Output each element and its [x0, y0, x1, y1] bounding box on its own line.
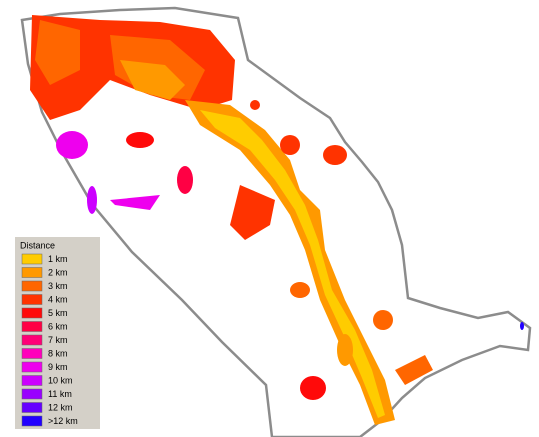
legend-label: 6 km: [48, 321, 68, 331]
legend-swatch: [21, 348, 43, 359]
legend-title: Distance: [20, 240, 55, 250]
legend-label: 10 km: [48, 375, 73, 385]
legend-swatch: [21, 361, 43, 373]
legend-label: 7 km: [48, 335, 68, 345]
legend-swatch: [21, 253, 43, 265]
legend-label: 3 km: [48, 281, 68, 291]
legend-swatch: [21, 415, 43, 427]
legend-label: 4 km: [48, 294, 68, 304]
legend: Distance 1 km 2 km 3 km 4 km 5 km 6 km 7 km 8 k…: [15, 237, 100, 429]
legend-label: 12 km: [48, 402, 73, 412]
legend-swatch: [21, 375, 43, 386]
legend-box: [15, 237, 100, 429]
legend-label: 2 km: [48, 267, 68, 277]
legend-swatch: [21, 267, 43, 278]
legend-swatch: [21, 307, 43, 319]
legend-swatch: [21, 334, 43, 346]
legend-label: 8 km: [48, 348, 68, 358]
legend-label: 5 km: [48, 308, 68, 318]
legend-swatch: [21, 321, 43, 332]
region-map: [20, 6, 532, 437]
legend-label: 1 km: [48, 254, 68, 264]
legend-swatch: [21, 388, 43, 400]
legend-label: 11 km: [48, 389, 72, 399]
legend-label: >12 km: [48, 416, 78, 426]
legend-swatch: [21, 402, 43, 413]
legend-swatch: [21, 294, 43, 305]
legend-swatch: [21, 280, 43, 292]
legend-label: 9 km: [48, 362, 68, 372]
